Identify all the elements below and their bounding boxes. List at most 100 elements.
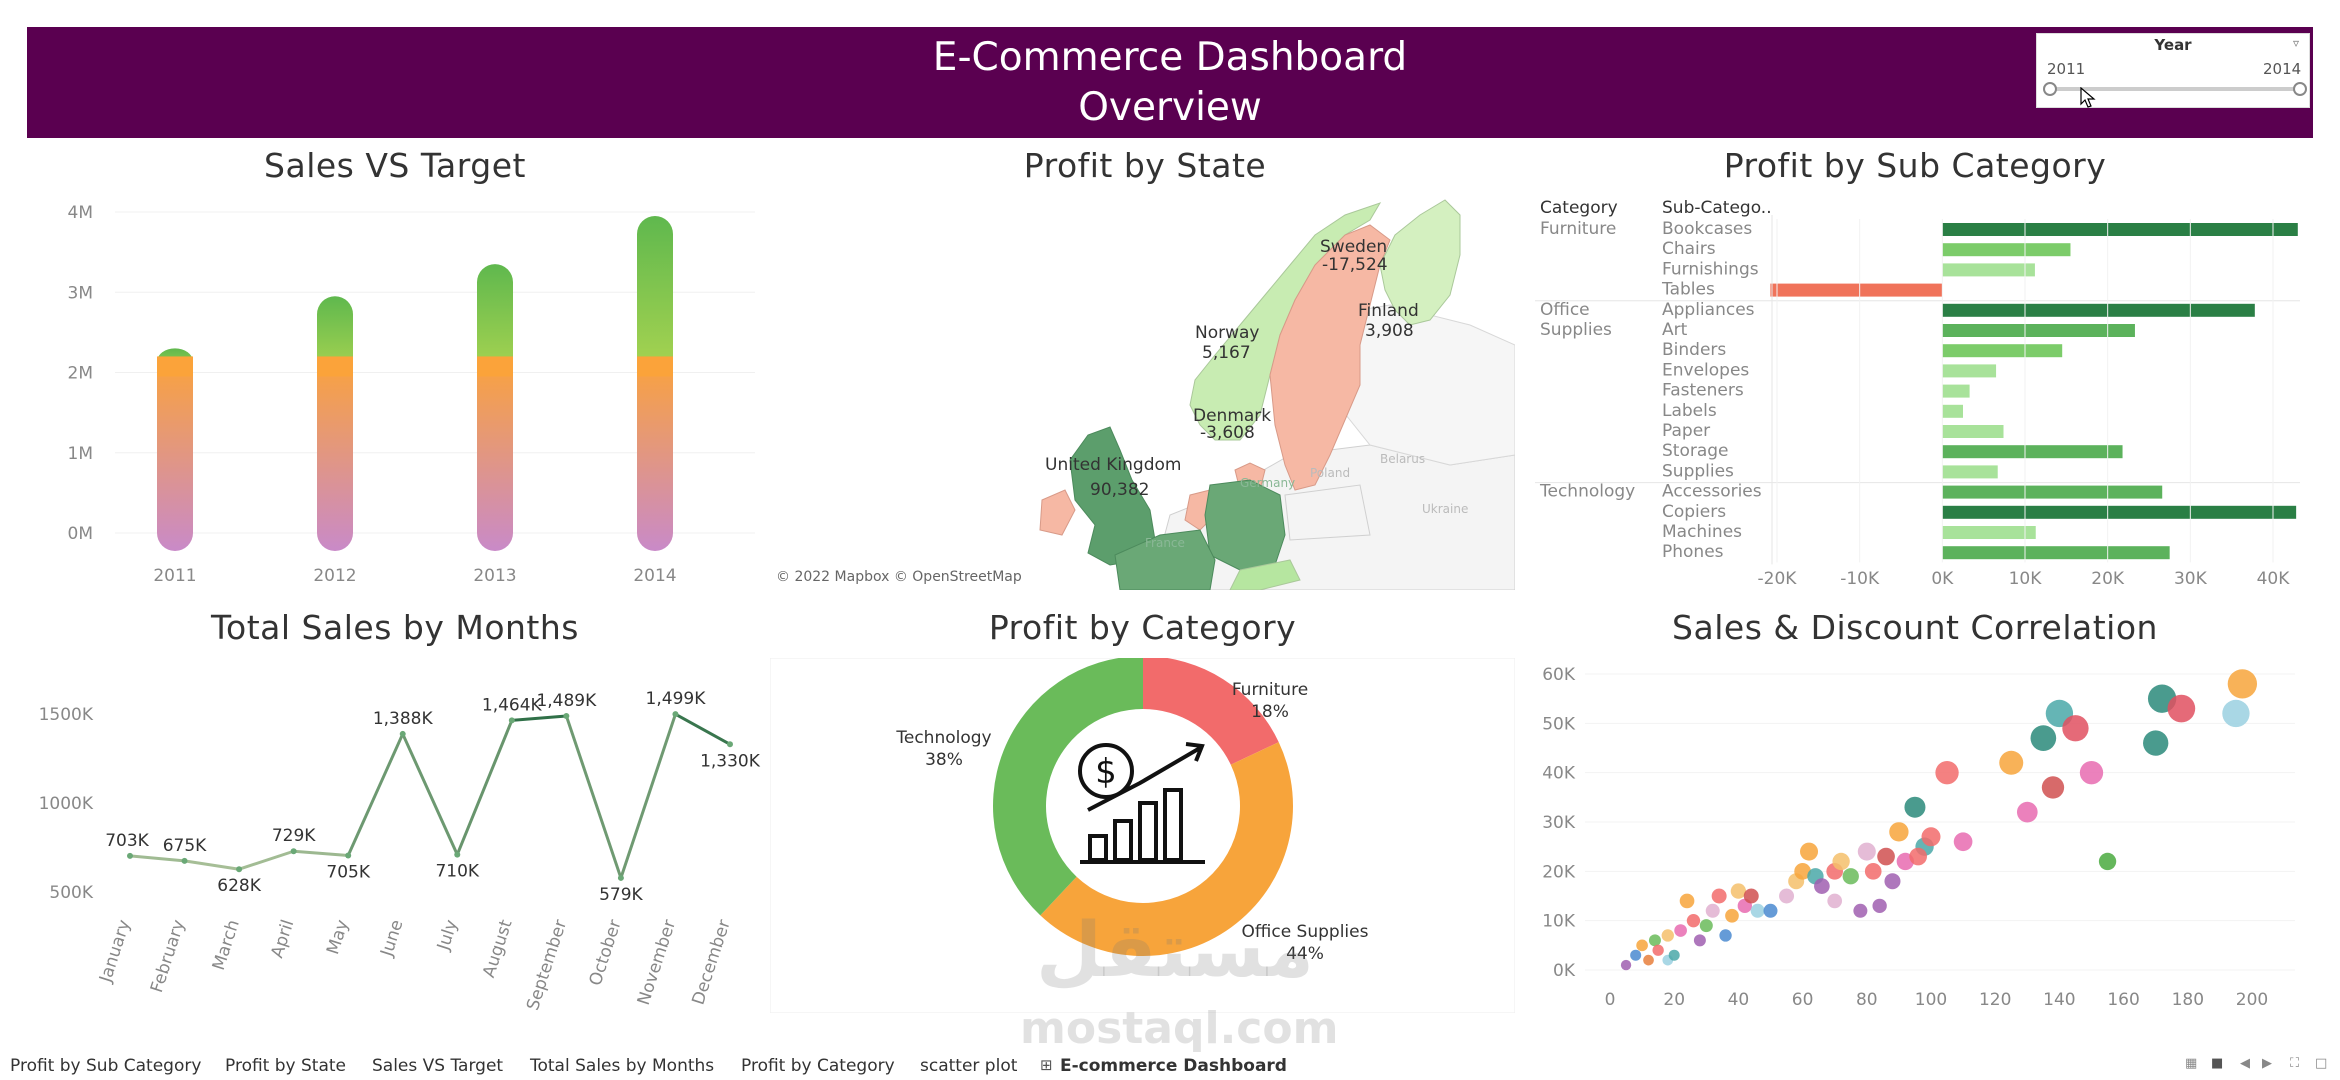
profit-category-name-label: Technology [895, 728, 991, 748]
scatter-point [1864, 863, 1882, 880]
map-label-norway-value: 5,167 [1202, 343, 1251, 363]
scatter-ytick: 0K [1553, 961, 1576, 981]
scatter-point [1743, 888, 1759, 904]
sales-vs-target-ytick: 4M [68, 203, 93, 223]
subcategory-xtick: 40K [2257, 569, 2291, 589]
subcategory-bar [1942, 223, 2298, 236]
total-sales-point [399, 730, 406, 737]
total-sales-point [127, 852, 133, 859]
view-grid-icon[interactable]: ▦ [2185, 1056, 2198, 1071]
prev-sheet-icon[interactable]: ◀ [2240, 1056, 2250, 1071]
scatter-point [1935, 761, 1959, 785]
fullscreen-icon[interactable]: ⛶ [2290, 1056, 2300, 1071]
tab-ecommerce-dashboard[interactable]: E-commerce Dashboard [1060, 1056, 1287, 1076]
subcategory-row-label: Labels [1662, 401, 1717, 421]
next-sheet-icon[interactable]: ▶ [2262, 1056, 2272, 1071]
filter-icon[interactable]: ▿ [2293, 36, 2300, 50]
subcategory-bar [1942, 243, 2071, 257]
watermark-arabic: مستقل [1036, 905, 1314, 994]
total-sales-line-segment [511, 714, 567, 722]
subcategory-xtick: 10K [2009, 569, 2043, 589]
total-sales-xtick: January [96, 917, 135, 985]
sales-bar [157, 356, 193, 551]
scatter-point [2062, 715, 2089, 742]
year-slider-min-handle[interactable] [2043, 82, 2057, 96]
sales-discount-chart: 0K 10K 20K 30K 40K 50K 60K 0 20 40 60 80 100 120 140 16… [1542, 665, 2295, 1010]
total-sales-ytick: 1500K [39, 705, 94, 725]
scatter-point [1904, 796, 1926, 818]
total-sales-xtick: May [323, 917, 353, 957]
total-sales-value-label: 729K [272, 826, 316, 846]
map-finland-shape[interactable] [1379, 199, 1461, 326]
year-range-filter[interactable]: Year ▿ 2011 2014 [2036, 33, 2310, 108]
profit-category-name-label: Furniture [1232, 680, 1308, 700]
year-filter-min: 2011 [2047, 60, 2086, 78]
subcategory-bar [1942, 526, 2036, 539]
scatter-point [1827, 893, 1843, 909]
tab-scatter-plot[interactable]: scatter plot [920, 1056, 1018, 1076]
subcategory-row-label: Accessories [1662, 482, 1762, 502]
scatter-xtick: 20 [1663, 990, 1685, 1010]
tab-profit-by-sub-category[interactable]: Profit by Sub Category [10, 1056, 202, 1076]
subcategory-xtick: -10K [1840, 569, 1880, 589]
total-sales-line-segment [674, 712, 731, 746]
tab-sales-vs-target[interactable]: Sales VS Target [372, 1056, 504, 1076]
total-sales-months-title: Total Sales by Months [211, 608, 579, 647]
scatter-xtick: 180 [2172, 990, 2204, 1010]
year-slider-track[interactable] [2049, 87, 2297, 91]
subcategory-bar [1942, 465, 1998, 479]
total-sales-point [181, 857, 188, 864]
map-label-belarus: Belarus [1380, 452, 1425, 466]
subcategory-row-label: Machines [1662, 522, 1742, 542]
map-label-germany: Germany [1240, 476, 1295, 490]
scatter-xtick: 120 [1979, 990, 2011, 1010]
total-sales-value-label: 1,464K [482, 695, 543, 715]
subcategory-row-label: Fasteners [1662, 381, 1744, 401]
scatter-ytick: 60K [1542, 665, 1576, 685]
map-sweden-shape[interactable] [1269, 224, 1391, 491]
total-sales-line-segment [129, 854, 185, 863]
total-sales-xtick: October [586, 917, 626, 988]
profit-by-state-map[interactable]: Poland Belarus Ukraine Germany France Sw… [770, 195, 1515, 590]
sales-above-target-bar [477, 264, 513, 375]
map-label-ukraine: Ukraine [1422, 502, 1468, 516]
subcategory-category-label: Supplies [1540, 320, 1612, 340]
map-norway-shape[interactable] [1189, 202, 1382, 441]
total-sales-point [727, 741, 733, 748]
subcategory-bar [1942, 364, 1997, 378]
tab-profit-by-category[interactable]: Profit by Category [741, 1056, 895, 1076]
scatter-point [1750, 903, 1765, 918]
scatter-point [1832, 852, 1850, 871]
scatter-point [1730, 883, 1747, 899]
subcategory-row-label: Envelopes [1662, 360, 1749, 380]
total-sales-line-segment [619, 713, 677, 879]
view-single-icon[interactable]: ■ [2211, 1056, 2224, 1071]
profit-by-subcategory-title: Profit by Sub Category [1723, 146, 2107, 185]
scatter-point [1620, 959, 1632, 971]
total-sales-xtick: December [688, 917, 734, 1007]
subcategory-bar [1942, 263, 2035, 277]
year-slider-max-handle[interactable] [2293, 82, 2307, 96]
scatter-point [1884, 873, 1901, 890]
sales-discount-title: Sales & Discount Correlation [1672, 608, 2158, 647]
profit-by-category-title: Profit by Category [988, 608, 1297, 647]
scatter-point [1909, 847, 1927, 866]
tab-total-sales-by-months[interactable]: Total Sales by Months [530, 1056, 715, 1076]
map-attribution[interactable]: © 2022 Mapbox © OpenStreetMap [776, 569, 1022, 585]
tab-profit-by-state[interactable]: Profit by State [225, 1056, 347, 1076]
subcategory-xtick: 0K [1931, 569, 1954, 589]
present-icon[interactable]: □ [2315, 1056, 2328, 1071]
scatter-xtick: 60 [1792, 990, 1814, 1010]
total-sales-xtick: August [479, 917, 517, 980]
scatter-point [1711, 888, 1727, 904]
subcategory-row-label: Tables [1661, 280, 1715, 300]
total-sales-value-label: 628K [217, 876, 261, 896]
map-label-uk-name: United Kingdom [1045, 455, 1181, 475]
map-label-norway-name: Norway [1195, 323, 1260, 343]
profit-by-category-slices [993, 658, 1293, 957]
sales-vs-target-bars [157, 216, 673, 551]
scatter-point [1693, 934, 1706, 947]
sales-above-target-bar [637, 216, 673, 375]
profit-category-pct-label: 18% [1251, 702, 1289, 722]
total-sales-line-segment [346, 733, 405, 857]
